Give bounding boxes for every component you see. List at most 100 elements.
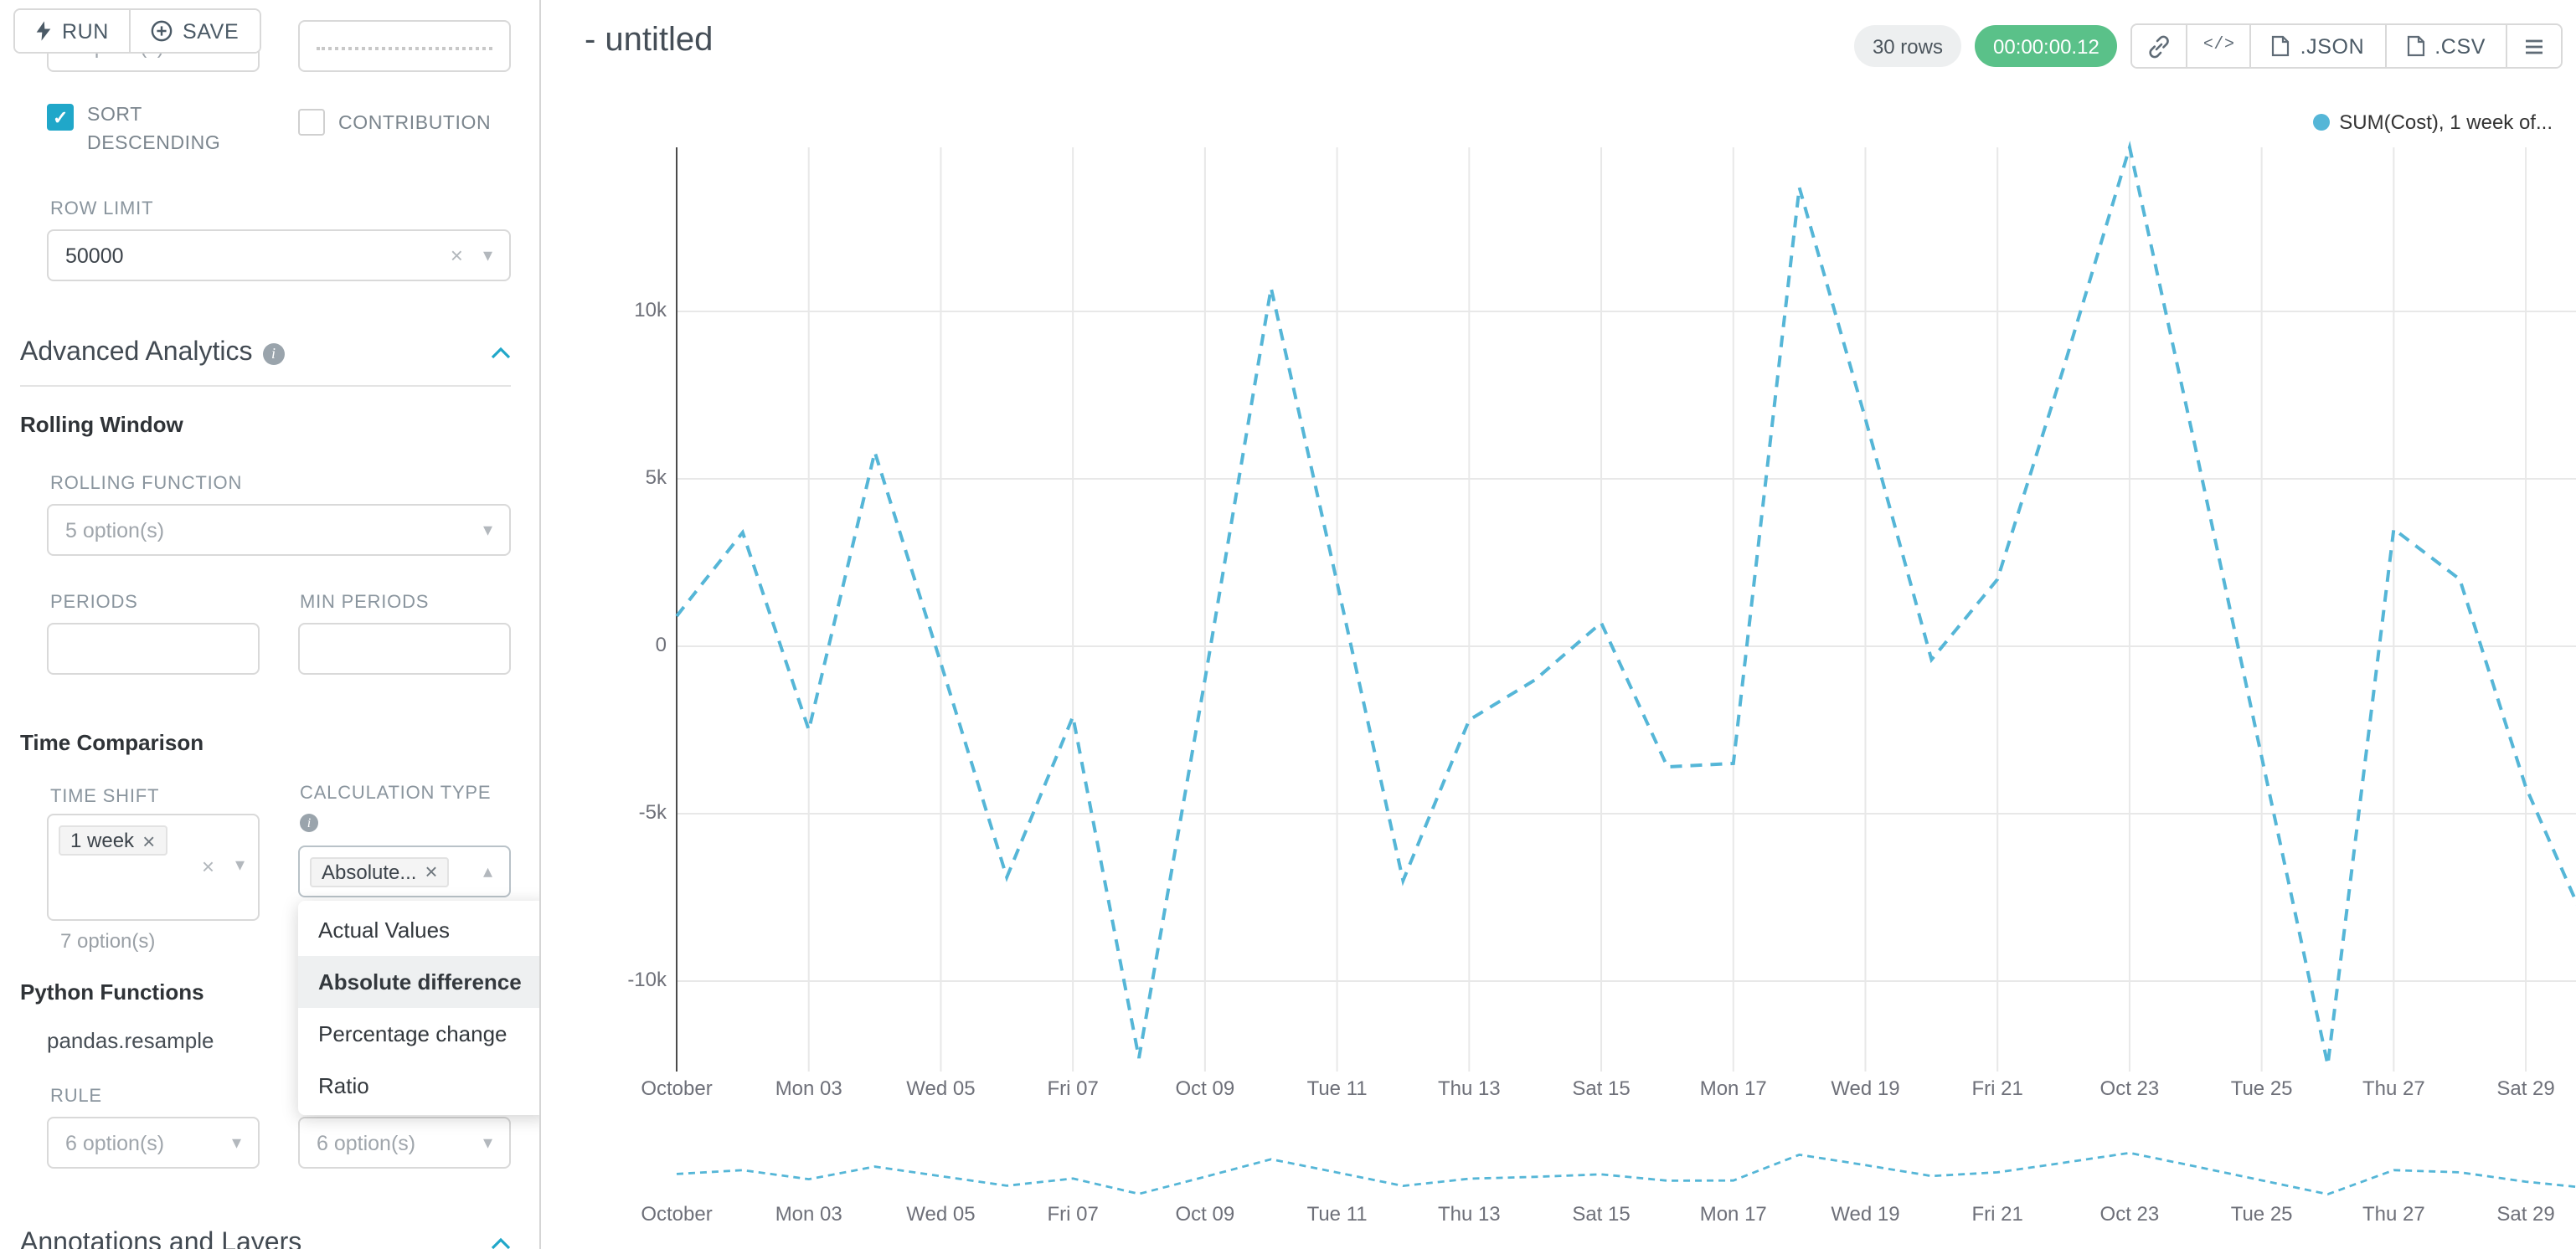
min-periods-input[interactable] — [298, 623, 511, 675]
chevron-up-icon[interactable] — [491, 347, 511, 360]
chevron-down-icon: ▾ — [482, 521, 492, 541]
rule-select-1[interactable]: 6 option(s) ▾ — [47, 1117, 260, 1169]
info-icon: i — [300, 814, 318, 832]
annotations-layers-title: Annotations and Layers — [20, 1229, 302, 1249]
rolling-window-title: Rolling Window — [20, 412, 183, 437]
save-label: SAVE — [182, 19, 240, 43]
chevron-up-icon[interactable] — [491, 1237, 511, 1249]
calculation-type-tag: Absolute... × — [310, 856, 450, 887]
x-tick-label: Wed 05 — [906, 1202, 976, 1226]
x-tick-label: Mon 17 — [1699, 1202, 1767, 1226]
chart-area: - untitled 30 rows 00:00:00.12 </> — [541, 0, 2576, 1249]
pandas-resample-label: pandas.resample — [47, 1028, 214, 1053]
advanced-analytics-header[interactable]: Advanced Analytics i — [20, 338, 511, 368]
clear-icon[interactable]: × — [201, 854, 214, 879]
file-icon — [2407, 35, 2424, 57]
contribution-checkbox[interactable] — [298, 109, 325, 136]
dropdown-option-percentage-change[interactable]: Percentage change — [318, 1021, 507, 1046]
x-tick-label: Wed 19 — [1831, 1077, 1900, 1100]
rolling-function-select[interactable]: 5 option(s) ▾ — [47, 504, 511, 556]
section-divider — [20, 385, 511, 387]
x-tick-label: Wed 19 — [1831, 1202, 1900, 1226]
copy-link-button[interactable] — [2132, 25, 2188, 67]
calculation-type-dropdown: Actual Values Absolute difference Percen… — [298, 901, 539, 1115]
result-controls: 30 rows 00:00:00.12 </> .JSON — [1853, 23, 2563, 69]
x-tick-label: Mon 17 — [1699, 1077, 1767, 1100]
calculation-type-label: CALCULATION TYPE — [300, 784, 492, 804]
export-button-group: </> .JSON .CSV — [2130, 23, 2563, 69]
hamburger-icon — [2526, 39, 2543, 54]
control-panel: RUN SAVE 7 option(s) SORT DESCENDING CON… — [0, 0, 541, 1249]
rolling-function-placeholder: 5 option(s) — [65, 518, 165, 542]
row-limit-label: ROW LIMIT — [50, 199, 154, 219]
time-shift-helper: 7 option(s) — [60, 929, 156, 953]
embed-code-button[interactable]: </> — [2187, 25, 2252, 67]
x-tick-label: Sat 15 — [1572, 1077, 1631, 1100]
contribution-label: CONTRIBUTION — [338, 114, 492, 134]
clear-icon[interactable]: × — [450, 243, 463, 268]
legend-series-label: SUM(Cost), 1 week of... — [2339, 111, 2553, 134]
time-comparison-title: Time Comparison — [20, 730, 204, 755]
rule-placeholder-1: 6 option(s) — [65, 1131, 165, 1154]
y-tick-label: 5k — [645, 465, 667, 489]
json-label: .JSON — [2300, 34, 2365, 58]
export-json-button[interactable]: .JSON — [2251, 25, 2387, 67]
file-icon — [2272, 35, 2290, 57]
x-tick-label: Tue 25 — [2230, 1077, 2293, 1100]
save-button[interactable]: SAVE — [130, 10, 260, 52]
time-shift-select[interactable]: 1 week × × ▾ — [47, 814, 260, 921]
x-tick-label: Mon 03 — [775, 1202, 842, 1226]
chart-canvas[interactable] — [541, 0, 2576, 1249]
x-tick-label: October — [641, 1077, 713, 1100]
mini-chart-x-axis-labels: October Mon 03 Wed 05 Fri 07 Oct 09 Tue 11 Thu… — [541, 1202, 2576, 1229]
x-tick-label: Sat 15 — [1572, 1202, 1631, 1226]
query-timer-badge: 00:00:00.12 — [1975, 25, 2118, 67]
annotations-layers-header[interactable]: Annotations and Layers — [20, 1229, 511, 1249]
dropdown-option-ratio[interactable]: Ratio — [318, 1073, 369, 1098]
x-tick-label: Fri 21 — [1971, 1077, 2023, 1100]
x-tick-label: Thu 13 — [1437, 1077, 1501, 1100]
periods-input[interactable] — [47, 623, 260, 675]
x-tick-label: Fri 21 — [1971, 1202, 2023, 1226]
rolling-function-label: ROLLING FUNCTION — [50, 474, 243, 494]
x-tick-label: Oct 23 — [2099, 1202, 2160, 1226]
x-tick-label: Mon 03 — [775, 1077, 842, 1100]
time-shift-tag: 1 week × — [59, 825, 167, 856]
dropdown-option-absolute-difference[interactable]: Absolute difference — [298, 956, 539, 1008]
x-tick-label: Oct 23 — [2099, 1077, 2160, 1100]
info-icon: i — [262, 342, 285, 364]
y-tick-label: -10k — [627, 968, 667, 991]
chart-legend[interactable]: SUM(Cost), 1 week of... — [2312, 111, 2553, 134]
x-tick-label: Thu 27 — [2362, 1202, 2425, 1226]
chevron-up-icon: ▴ — [482, 862, 492, 882]
page-title[interactable]: - untitled — [585, 22, 714, 59]
dropdown-option-actual-values[interactable]: Actual Values — [318, 917, 451, 943]
x-tick-label: Wed 05 — [906, 1077, 976, 1100]
x-tick-label: Oct 09 — [1175, 1202, 1235, 1226]
chevron-down-icon: ▾ — [482, 1133, 492, 1154]
x-tick-label: Sat 29 — [2496, 1202, 2555, 1226]
dotted-placeholder — [317, 46, 492, 49]
run-label: RUN — [62, 19, 109, 43]
csv-label: .CSV — [2434, 34, 2486, 58]
run-button[interactable]: RUN — [15, 10, 131, 52]
rule-select-2[interactable]: 6 option(s) ▾ — [298, 1117, 511, 1169]
export-csv-button[interactable]: .CSV — [2386, 25, 2507, 67]
tag-close-icon[interactable]: × — [142, 828, 156, 853]
x-tick-label: Tue 11 — [1306, 1077, 1368, 1100]
x-tick-label: Sat 29 — [2496, 1077, 2555, 1100]
calculation-type-select[interactable]: Absolute... × ▴ — [298, 846, 511, 897]
legend-dot-icon — [2312, 114, 2330, 131]
y-tick-label: 10k — [634, 298, 667, 321]
partial-select-right[interactable] — [298, 20, 511, 72]
chevron-down-icon: ▾ — [482, 246, 492, 266]
x-axis-labels: October Mon 03 Wed 05 Fri 07 Oct 09 Tue 11 Thu… — [541, 1077, 2576, 1103]
tag-close-icon[interactable]: × — [425, 859, 438, 884]
menu-button[interactable] — [2507, 25, 2561, 67]
chevron-down-icon: ▾ — [231, 1133, 241, 1154]
row-limit-select[interactable]: 50000 × ▾ — [47, 229, 511, 281]
x-tick-label: Fri 07 — [1047, 1202, 1099, 1226]
sort-descending-checkbox[interactable] — [47, 104, 74, 131]
bolt-icon — [36, 21, 51, 41]
